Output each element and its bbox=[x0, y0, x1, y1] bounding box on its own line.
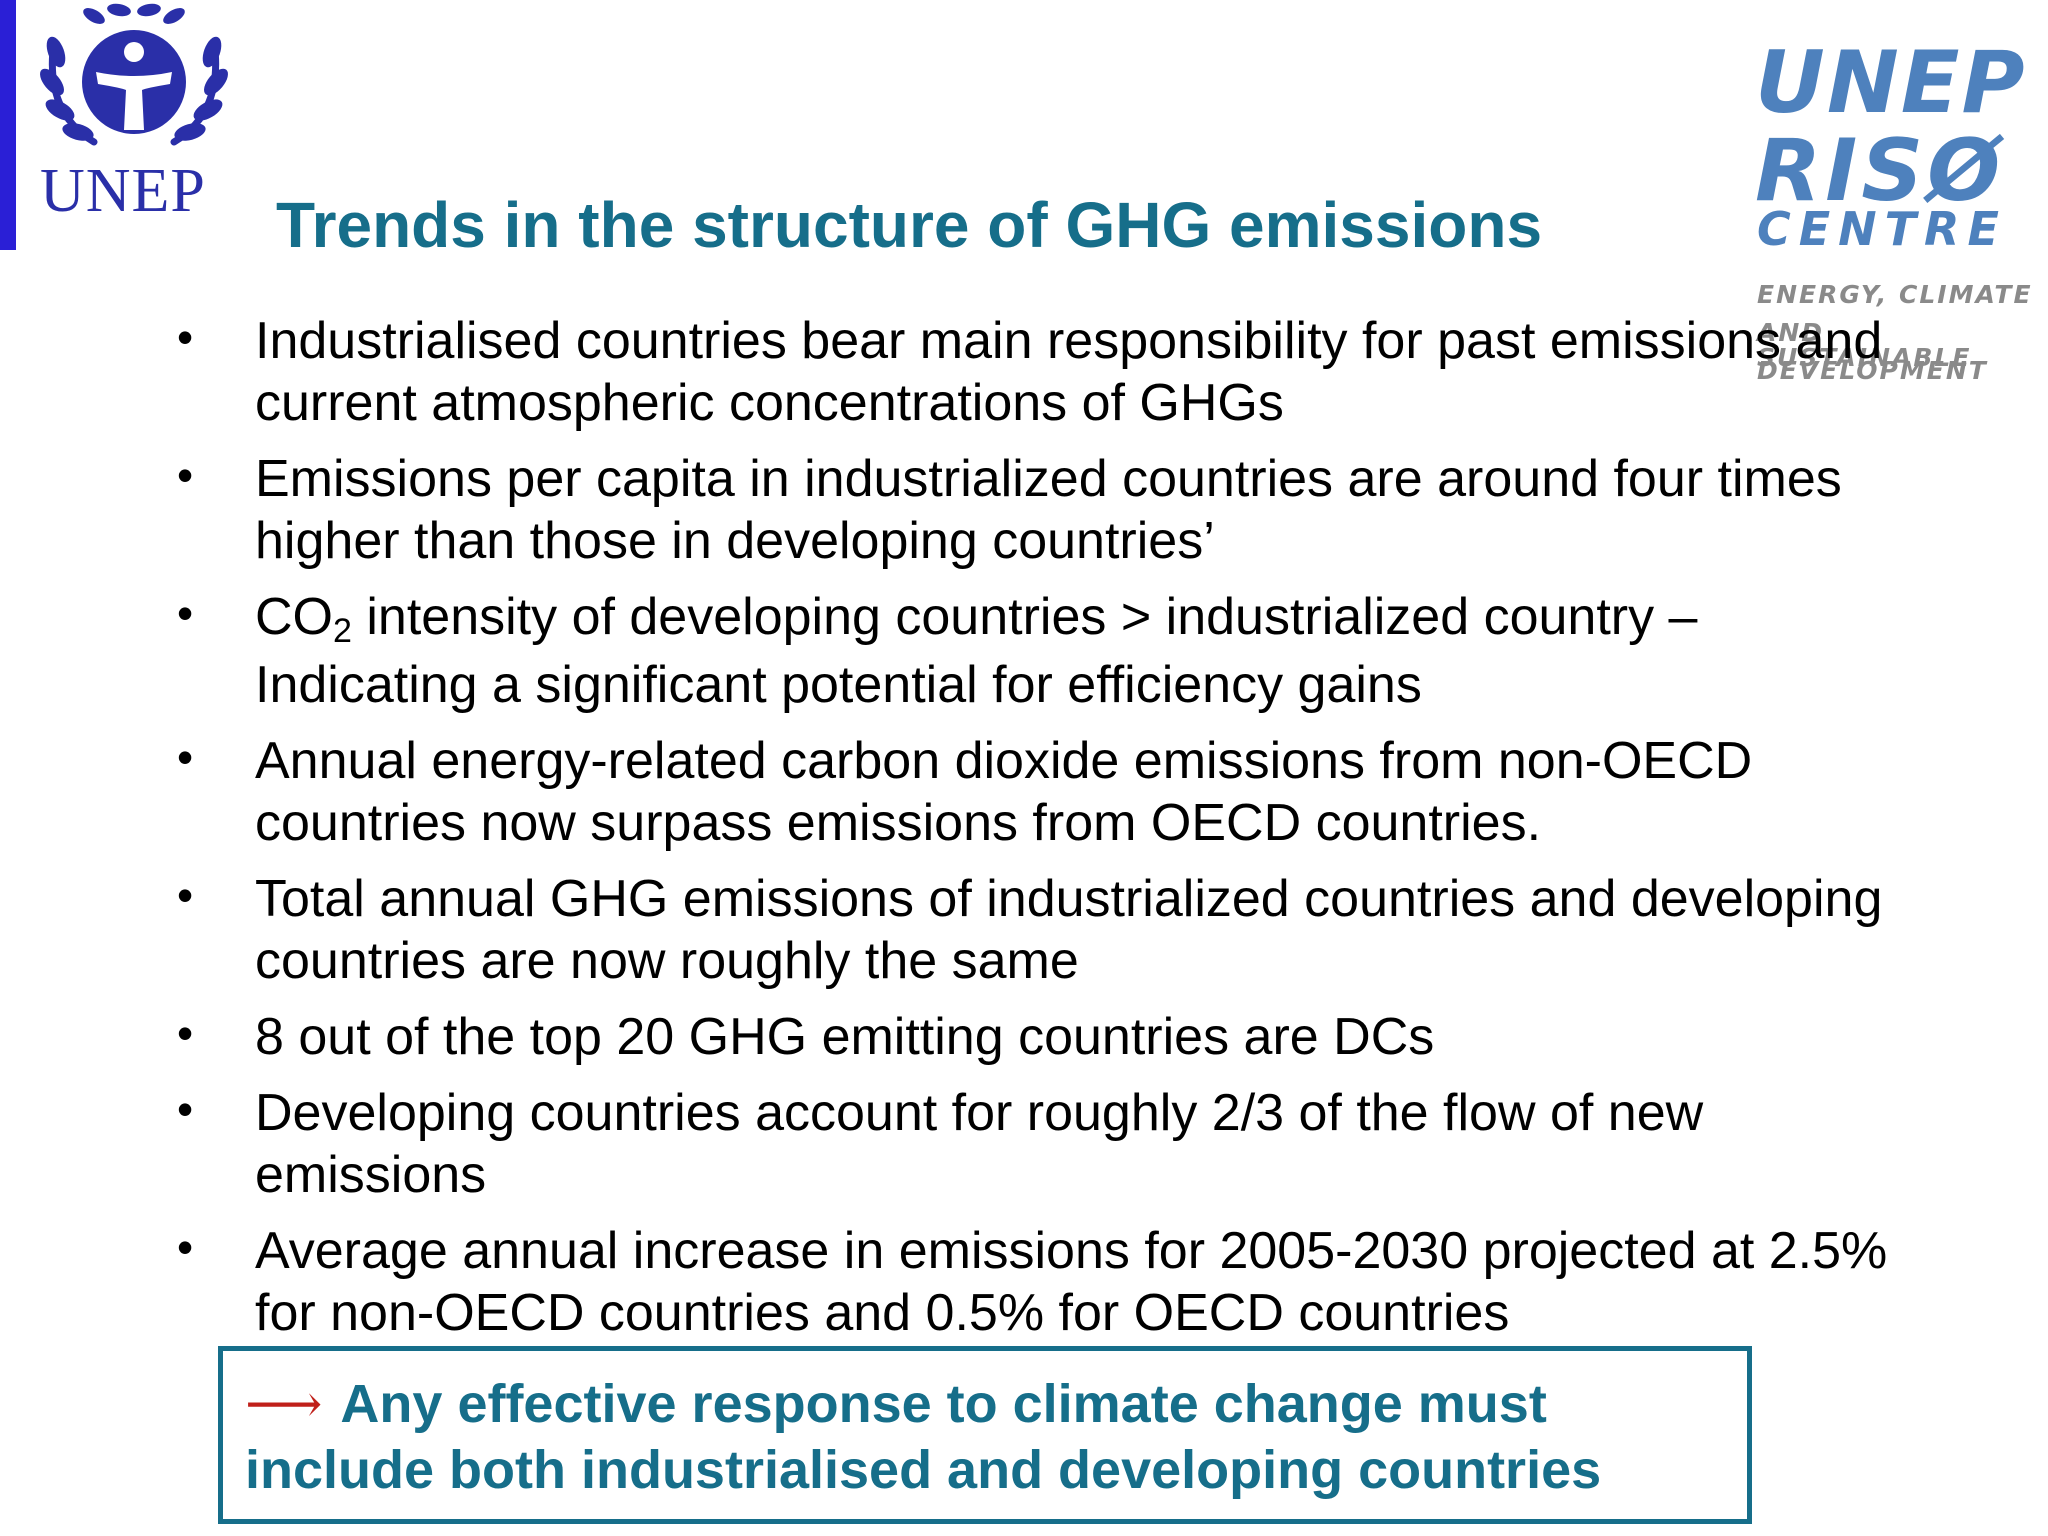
riso-tagline-1: ENERGY, CLIMATE bbox=[1757, 280, 2033, 309]
bullet-item: • CO2 intensity of developing countries … bbox=[175, 586, 1895, 716]
bullet-text: 8 out of the top 20 GHG emitting countri… bbox=[255, 1008, 1435, 1066]
bullet-text: Emissions per capita in industrialized c… bbox=[255, 450, 1842, 570]
bullet-item: • Total annual GHG emissions of industri… bbox=[175, 868, 1895, 992]
unep-logo bbox=[34, 2, 234, 222]
bullet-text: Total annual GHG emissions of industrial… bbox=[255, 870, 1883, 990]
bullet-item: • Annual energy-related carbon dioxide e… bbox=[175, 730, 1895, 854]
riso-logo-line1: UNEP bbox=[1755, 33, 2027, 133]
bullet-text-co2-subscript: 2 bbox=[333, 612, 352, 650]
left-accent-bar bbox=[0, 0, 16, 250]
unep-laurel-emblem-icon bbox=[40, 3, 228, 146]
riso-tagline-2: AND SUSTAINABLE bbox=[1757, 318, 1972, 372]
bullet-text: Developing countries account for roughly… bbox=[255, 1084, 1704, 1204]
bullet-text: Average annual increase in emissions for… bbox=[255, 1222, 1888, 1342]
arrow-right-icon: ⟶ bbox=[245, 1372, 323, 1435]
bullet-text: Annual energy-related carbon dioxide emi… bbox=[255, 732, 1753, 852]
bullet-dot-icon: • bbox=[177, 1083, 194, 1135]
bullet-list: • Industrialised countries bear main res… bbox=[175, 310, 1895, 1358]
bullet-dot-icon: • bbox=[177, 449, 194, 501]
bullet-item: • Industrialised countries bear main res… bbox=[175, 310, 1895, 434]
bullet-dot-icon: • bbox=[177, 587, 194, 639]
bullet-item: • Emissions per capita in industrialized… bbox=[175, 448, 1895, 572]
unep-logo-text: UNEP bbox=[40, 157, 206, 225]
bullet-text: Industrialised countries bear main respo… bbox=[255, 312, 1883, 432]
bullet-dot-icon: • bbox=[177, 1007, 194, 1059]
bullet-text-co2-prefix: CO bbox=[255, 588, 333, 646]
bullet-dot-icon: • bbox=[177, 731, 194, 783]
callout-text: Any effective response to climate change… bbox=[245, 1374, 1602, 1500]
riso-logo-line3: CENTRE bbox=[1757, 202, 2007, 256]
bullet-text-co2-rest: intensity of developing countries > indu… bbox=[255, 588, 1698, 714]
conclusion-callout-box: ⟶ Any effective response to climate chang… bbox=[218, 1346, 1752, 1524]
riso-tagline-3: DEVELOPMENT bbox=[1757, 356, 1988, 385]
riso-logo-line2: RISØ bbox=[1755, 121, 2005, 221]
bullet-item: • Average annual increase in emissions f… bbox=[175, 1220, 1895, 1344]
bullet-item: • Developing countries account for rough… bbox=[175, 1082, 1895, 1206]
bullet-dot-icon: • bbox=[177, 869, 194, 921]
unep-riso-centre-logo: UNEP RISØ CENTRE ENERGY, CLIMATE AND SUS… bbox=[1745, 30, 2035, 390]
bullet-item: • 8 out of the top 20 GHG emitting count… bbox=[175, 1006, 1895, 1068]
slide-title: Trends in the structure of GHG emissions bbox=[276, 189, 1543, 261]
bullet-dot-icon: • bbox=[177, 1221, 194, 1273]
bullet-dot-icon: • bbox=[177, 311, 194, 363]
